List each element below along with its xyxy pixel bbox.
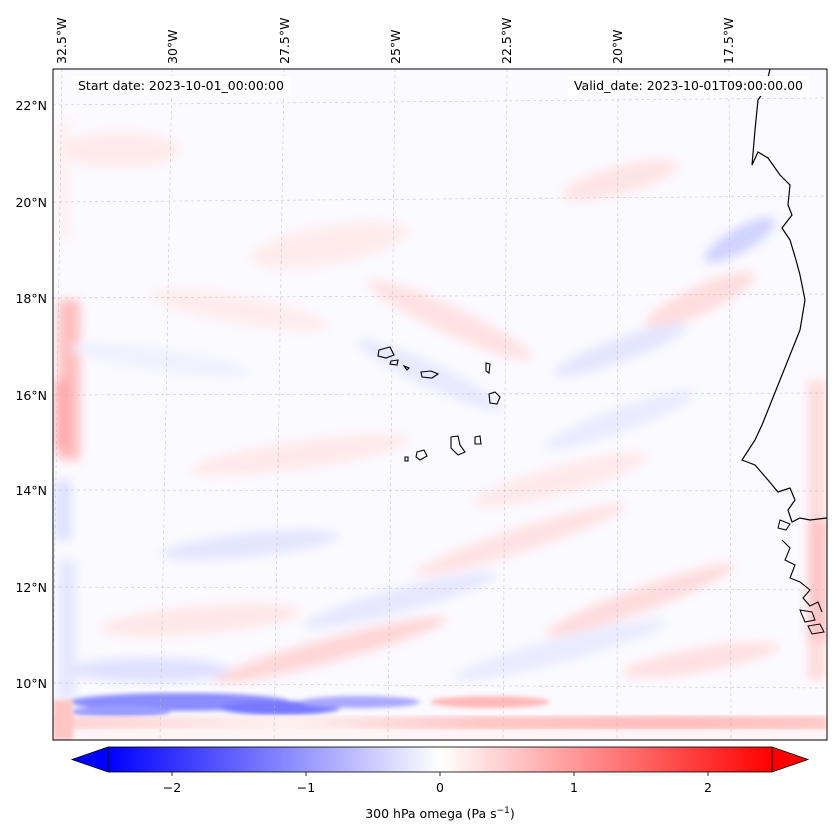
colorbar-tick-label: −1: [297, 780, 315, 795]
omega-field: [53, 69, 827, 740]
colorbar-extend-high: [771, 746, 810, 773]
colorbar-tick-label: 2: [704, 780, 712, 795]
map-frame: [52, 68, 828, 741]
lat-label: 10°N: [15, 676, 47, 691]
colorbar-tick-label: 1: [570, 780, 578, 795]
longitude-labels: 32.5°W 30°W 27.5°W 25°W 22.5°W 20°W 17.5…: [54, 18, 736, 64]
lat-label: 22°N: [15, 98, 47, 113]
cape-verde-islands: [377, 346, 501, 462]
colorbar-title-suffix: ): [509, 806, 515, 822]
lon-label: 20°W: [610, 29, 625, 64]
africa-coastline: [741, 69, 827, 523]
graticule: [53, 69, 827, 740]
lat-label: 18°N: [15, 291, 47, 306]
valid-date-label: Valid_date: 2023-10-01T09:00:00.00: [567, 76, 809, 96]
colorbar-title-text: 300 hPa omega (Pa s: [365, 806, 497, 822]
lon-label: 30°W: [165, 29, 180, 64]
lon-label: 32.5°W: [54, 18, 69, 64]
lon-label: 22.5°W: [499, 18, 514, 64]
lon-label: 17.5°W: [721, 18, 736, 64]
lon-label: 25°W: [388, 29, 403, 64]
lon-label: 27.5°W: [277, 18, 292, 64]
colorbar-tick-label: 0: [436, 780, 444, 795]
colorbar-bar: [108, 747, 772, 772]
latitude-labels: 22°N 20°N 18°N 16°N 14°N 12°N 10°N: [15, 98, 47, 691]
lat-label: 14°N: [15, 483, 47, 498]
colorbar: −2 −1 0 1 2: [70, 746, 810, 795]
lat-label: 16°N: [15, 388, 47, 403]
colorbar-tick-label: −2: [163, 780, 181, 795]
colorbar-title: 300 hPa omega (Pa s−1): [0, 806, 837, 821]
lat-label: 20°N: [15, 195, 47, 210]
start-date-label: Start date: 2023-10-01_00:00:00: [72, 76, 290, 96]
lat-label: 12°N: [15, 580, 47, 595]
colorbar-extend-low: [70, 746, 109, 773]
colorbar-title-exponent: −1: [496, 806, 510, 816]
